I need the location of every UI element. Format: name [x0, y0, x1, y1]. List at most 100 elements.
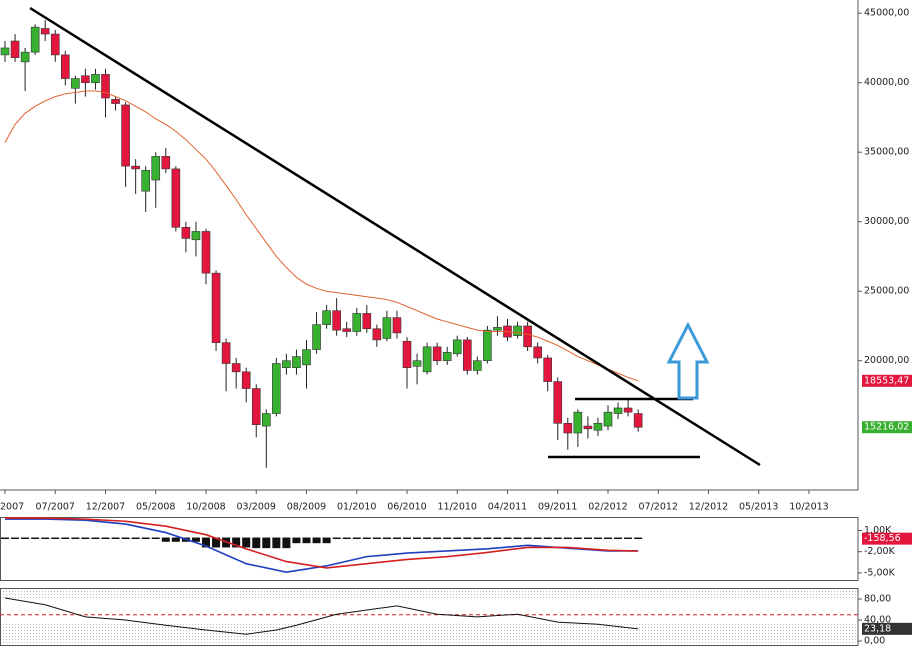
histogram-bar	[31, 537, 40, 540]
histogram-bar	[322, 537, 331, 544]
histogram-bar	[101, 537, 110, 540]
candle-body	[261, 413, 271, 427]
histogram-bar	[352, 537, 361, 540]
histogram-bar	[282, 537, 291, 549]
histogram-bar	[131, 537, 140, 540]
candle-body	[251, 388, 261, 425]
candle-body	[302, 349, 311, 366]
histogram-bar	[403, 537, 411, 540]
candle-body	[392, 317, 402, 334]
histogram-bar	[51, 537, 60, 540]
candle-body	[50, 33, 60, 56]
candle-body	[241, 371, 251, 389]
histogram-bar	[443, 537, 452, 540]
candle-body	[71, 78, 80, 89]
last-value-label: 15216,02	[864, 422, 909, 433]
candle-body	[513, 325, 522, 337]
histogram-bar	[232, 537, 241, 548]
candle-body	[553, 381, 563, 424]
candle-body	[483, 329, 492, 362]
candle-body	[402, 340, 412, 368]
histogram-bar	[463, 537, 472, 540]
candle-body	[342, 328, 352, 332]
histogram-bar	[392, 537, 401, 540]
candle-body	[593, 422, 603, 431]
histogram-bar	[262, 537, 271, 549]
candle-body	[603, 411, 613, 427]
histogram-bar	[302, 537, 311, 544]
histogram-bar	[252, 537, 261, 549]
histogram-bar	[483, 537, 492, 540]
y-tick-label: 45000,00	[864, 8, 909, 19]
histogram-bar	[413, 537, 422, 540]
x-tick-label: 08/2009	[287, 502, 326, 513]
y-tick-label: 30000,00	[864, 216, 909, 227]
marks: 45000,00 40000,00 35000,00 30000,00 25000,00…	[0, 8, 912, 647]
histogram-bar	[91, 537, 100, 540]
x-tick-label: 05/2008	[136, 502, 175, 513]
y-tick-label: 80,00	[864, 594, 891, 605]
candle-body	[322, 310, 331, 325]
histogram-bar	[111, 537, 120, 540]
candle-body	[352, 313, 362, 332]
y-tick-label: -5,00K	[864, 567, 896, 578]
histogram-bar	[624, 537, 633, 540]
histogram-bar	[151, 537, 160, 540]
y-tick-label: 20000,00	[864, 355, 909, 366]
histogram-bar	[634, 537, 643, 540]
candle-body	[111, 99, 120, 104]
x-tick-label: 05/2013	[739, 502, 778, 513]
x-tick-label: 03/2009	[237, 502, 276, 513]
histogram-bar	[292, 537, 301, 544]
histogram-bar	[372, 537, 381, 540]
candle-body	[20, 51, 30, 63]
x-tick-label: 01/2010	[337, 502, 376, 513]
candle-body	[161, 156, 171, 170]
histogram-bar	[583, 537, 592, 540]
histogram-bar	[171, 537, 180, 542]
x-tick-label: 07/2012	[639, 502, 678, 513]
y-tick-label: 40,00	[864, 615, 891, 626]
histogram-bar	[533, 537, 542, 540]
histogram-bar	[553, 537, 562, 540]
candle-body	[292, 356, 301, 368]
last-value-box	[862, 532, 912, 545]
candle-body	[211, 272, 221, 343]
candle-body	[332, 310, 341, 331]
candle-body	[121, 104, 130, 167]
candle-body	[0, 47, 10, 56]
candle-body	[181, 226, 191, 239]
histogram-bar	[433, 537, 442, 540]
candle-body	[272, 363, 281, 414]
candle-body	[60, 54, 70, 79]
candle-body	[523, 325, 532, 348]
y-tick-label: 1,00K	[864, 525, 892, 536]
histogram-bar	[1, 537, 9, 540]
histogram-bar	[563, 537, 572, 540]
histogram-bar	[272, 537, 281, 549]
x-tick-label: 06/2010	[387, 502, 426, 513]
histogram-bar	[503, 537, 512, 540]
histogram-bar	[614, 537, 623, 540]
y-tick-label: -2,00K	[864, 546, 896, 557]
candle-body	[633, 413, 643, 428]
candle-body	[30, 26, 40, 53]
x-tick-label: 10/2008	[186, 502, 225, 513]
last-value-box	[862, 622, 912, 635]
x-tick-label: 09/2011	[538, 502, 577, 513]
candle-body	[201, 231, 211, 274]
candle-body	[493, 327, 502, 331]
candle-body	[623, 407, 633, 413]
histogram-bar	[141, 537, 150, 540]
histogram-bar	[71, 537, 80, 540]
histogram-bar	[543, 537, 552, 540]
x-tick-label: 07/2007	[36, 502, 75, 513]
histogram-bar	[242, 537, 251, 548]
last-value-label: 23,18	[864, 623, 891, 634]
candle-body	[131, 165, 140, 170]
candle-body	[543, 357, 553, 382]
candle-body	[101, 74, 110, 99]
histogram-bar	[513, 537, 522, 540]
panel-frame	[0, 517, 859, 581]
